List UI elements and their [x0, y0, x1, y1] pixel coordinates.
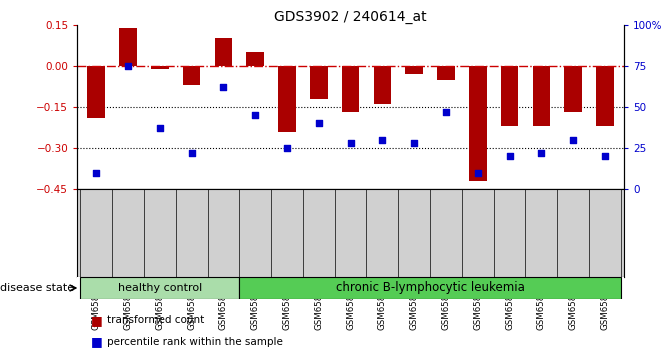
Point: [91, 170, 101, 176]
Text: transformed count: transformed count: [107, 315, 205, 325]
Bar: [501, 66, 518, 126]
Point: [346, 140, 356, 146]
Bar: [151, 66, 168, 69]
Bar: [246, 52, 264, 66]
Point: [377, 137, 388, 143]
Bar: [342, 66, 360, 112]
Bar: [215, 39, 232, 66]
Text: healthy control: healthy control: [117, 283, 202, 293]
Bar: [469, 66, 486, 181]
Point: [568, 137, 578, 143]
Bar: [240, 277, 621, 299]
Point: [441, 109, 452, 115]
Point: [187, 150, 197, 156]
Point: [536, 150, 547, 156]
Point: [282, 145, 293, 151]
Bar: [81, 277, 240, 299]
Title: GDS3902 / 240614_at: GDS3902 / 240614_at: [274, 10, 427, 24]
Bar: [87, 66, 105, 118]
Bar: [405, 66, 423, 74]
Bar: [437, 66, 455, 80]
Bar: [119, 28, 137, 66]
Point: [504, 153, 515, 159]
Bar: [533, 66, 550, 126]
Point: [472, 170, 483, 176]
Text: ■: ■: [91, 335, 103, 348]
Point: [313, 120, 324, 126]
Bar: [278, 66, 296, 132]
Bar: [183, 66, 201, 85]
Text: percentile rank within the sample: percentile rank within the sample: [107, 337, 283, 347]
Text: chronic B-lymphocytic leukemia: chronic B-lymphocytic leukemia: [336, 281, 525, 295]
Bar: [374, 66, 391, 104]
Point: [123, 63, 134, 69]
Bar: [564, 66, 582, 112]
Point: [154, 125, 165, 131]
Point: [250, 112, 260, 118]
Point: [218, 84, 229, 90]
Text: ■: ■: [91, 314, 103, 327]
Point: [409, 140, 419, 146]
Text: disease state: disease state: [0, 283, 74, 293]
Bar: [597, 66, 614, 126]
Point: [600, 153, 611, 159]
Bar: [310, 66, 327, 99]
